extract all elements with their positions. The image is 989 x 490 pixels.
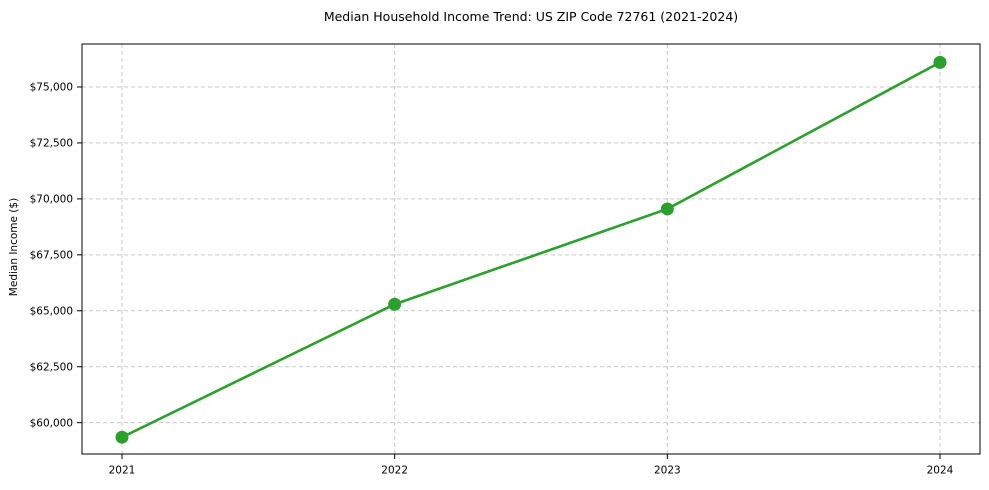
chart-title: Median Household Income Trend: US ZIP Co…	[323, 9, 739, 24]
data-point	[115, 430, 129, 444]
x-tick-label: 2024	[927, 465, 954, 477]
series-line	[120, 61, 942, 439]
data-point	[660, 202, 674, 216]
y-tick-label: $65,000	[30, 305, 73, 317]
data-point	[933, 55, 947, 69]
plot-border	[81, 43, 981, 455]
x-tick-label: 2022	[381, 465, 408, 477]
x-tick-label: 2023	[654, 465, 681, 477]
y-tick-label: $72,500	[30, 138, 73, 150]
y-axis-label: Median Income ($)	[8, 197, 20, 297]
x-tick-label: 2021	[109, 465, 136, 477]
y-tick-label: $70,000	[30, 194, 73, 206]
data-point	[388, 297, 402, 311]
y-tick-label: $67,500	[30, 250, 73, 262]
y-tick-label: $60,000	[30, 417, 73, 429]
y-tick-label: $62,500	[30, 361, 73, 373]
y-tick-label: $75,000	[30, 82, 73, 94]
